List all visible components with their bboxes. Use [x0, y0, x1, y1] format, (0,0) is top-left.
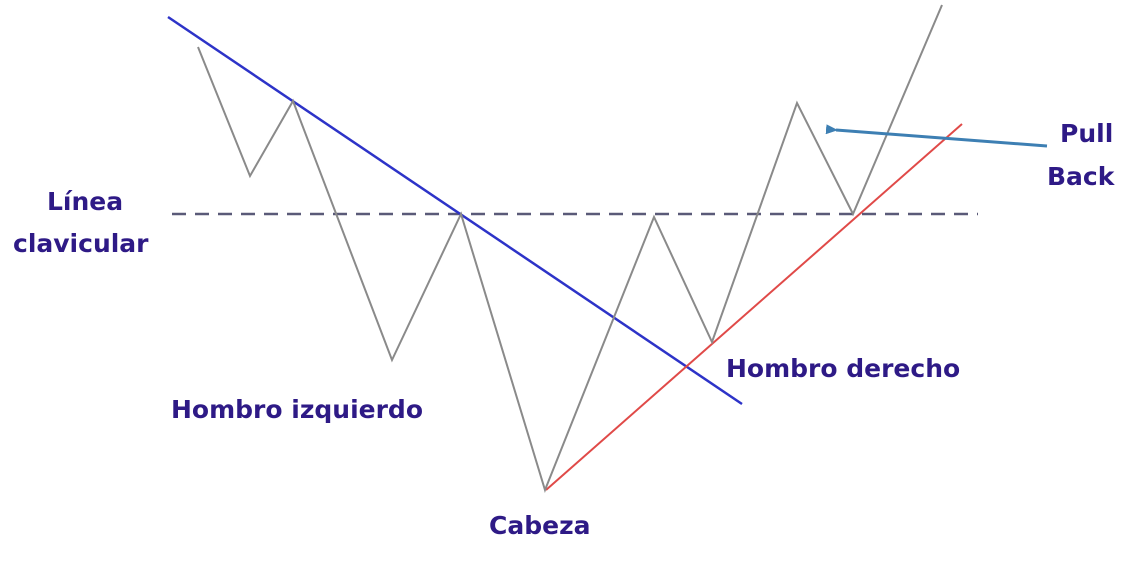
pullback-label-line1: Pull	[1060, 119, 1113, 148]
descending-trendline	[167, 15, 743, 406]
head-label: Cabeza	[489, 511, 591, 540]
ascending-trendline	[545, 123, 963, 491]
neckline-label-line1: Línea	[47, 187, 123, 216]
price-path	[197, 4, 943, 494]
pullback-label-line2: Back	[1047, 162, 1116, 191]
pullback-arrow	[825, 124, 1048, 148]
neckline-label-line2: clavicular	[13, 229, 149, 258]
right-shoulder-label: Hombro derecho	[726, 354, 960, 383]
left-shoulder-label: Hombro izquierdo	[171, 395, 423, 424]
